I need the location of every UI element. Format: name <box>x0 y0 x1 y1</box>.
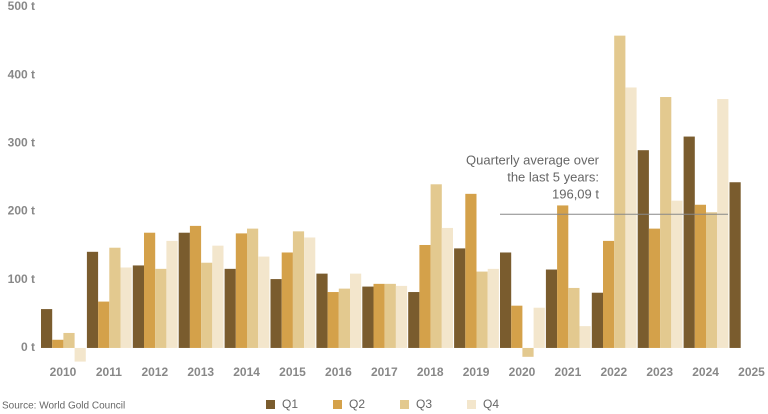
x-tick-label: 2014 <box>233 365 260 379</box>
bar <box>86 251 99 348</box>
bar <box>533 307 545 348</box>
legend-swatch <box>467 400 476 409</box>
bar <box>338 288 350 348</box>
bar <box>292 231 305 348</box>
bar <box>120 267 132 348</box>
bar <box>41 309 53 348</box>
bar <box>430 184 442 348</box>
bar <box>454 248 466 348</box>
source: Source: World Gold Council <box>2 401 125 412</box>
bar <box>476 271 488 348</box>
bar <box>465 193 477 348</box>
bar <box>74 347 86 362</box>
x-tick-label: 2018 <box>417 365 444 379</box>
legend-label: Q3 <box>416 397 432 411</box>
bar <box>408 292 420 348</box>
x-tick-label: 2011 <box>96 365 122 379</box>
bar <box>625 87 637 348</box>
bar <box>201 262 213 348</box>
bar <box>683 136 695 348</box>
bar <box>304 237 316 348</box>
annotation-text: the last 5 years: <box>507 169 599 184</box>
legend-label: Q2 <box>349 397 365 411</box>
bar <box>395 285 408 348</box>
x-tick-label: 2023 <box>646 365 673 379</box>
bar <box>568 287 580 348</box>
bar <box>258 256 270 348</box>
legend-swatch <box>400 400 409 409</box>
x-tick-label: 2013 <box>187 365 214 379</box>
bar <box>327 292 339 348</box>
x-tick-label: 2020 <box>509 365 536 379</box>
annotation-text: Quarterly average over <box>466 152 600 167</box>
x-tick-label: 2017 <box>371 365 398 379</box>
bar <box>500 252 512 348</box>
y-tick-label: 100 t <box>8 272 35 286</box>
y-tick-label: 300 t <box>8 136 35 150</box>
x-tick-label: 2019 <box>463 365 490 379</box>
annotation-text: 196,09 t <box>552 186 599 201</box>
x-tick-label: 2010 <box>50 365 77 379</box>
bar <box>660 97 672 348</box>
bar <box>487 268 499 348</box>
bar <box>212 245 224 348</box>
bar <box>235 233 247 348</box>
bar <box>419 244 431 348</box>
bar <box>545 269 558 348</box>
bar <box>247 228 259 348</box>
bar <box>717 99 729 348</box>
bar <box>648 228 661 348</box>
bar <box>557 205 569 348</box>
x-tick-label: 2012 <box>141 365 168 379</box>
bar <box>671 200 683 348</box>
bar <box>189 225 202 348</box>
bar <box>166 240 178 348</box>
legend-swatch <box>266 400 275 409</box>
bar <box>52 339 64 348</box>
bar <box>316 273 328 348</box>
bar <box>224 268 236 348</box>
legend-label: Q1 <box>282 397 298 411</box>
x-tick-label: 2025 <box>738 365 765 379</box>
bar <box>350 273 362 348</box>
bar <box>109 247 121 348</box>
bar <box>384 283 396 348</box>
bar <box>614 35 626 348</box>
x-tick-label: 2015 <box>279 365 306 379</box>
bar <box>270 279 282 348</box>
bar <box>729 182 741 348</box>
x-tick-label: 2022 <box>600 365 627 379</box>
bar <box>441 227 453 348</box>
bar <box>603 240 615 348</box>
bar <box>281 252 293 348</box>
bar <box>579 326 591 348</box>
x-tick-label: 2016 <box>325 365 352 379</box>
y-tick-label: 0 t <box>21 340 35 354</box>
bar <box>362 286 374 348</box>
y-tick-label: 200 t <box>8 204 35 218</box>
bar <box>522 347 534 357</box>
bar <box>98 301 110 348</box>
legend-swatch <box>333 400 342 409</box>
bar <box>511 305 523 348</box>
y-tick-label: 400 t <box>8 67 35 81</box>
x-tick-label: 2021 <box>555 365 582 379</box>
bar <box>373 283 385 348</box>
y-tick-label: 500 t <box>8 0 35 13</box>
bar <box>63 332 75 348</box>
bar <box>637 150 649 348</box>
bar <box>591 292 603 348</box>
bar <box>694 204 706 348</box>
x-tick-label: 2024 <box>692 365 719 379</box>
bar <box>155 268 167 348</box>
legend-label: Q4 <box>483 397 499 411</box>
bar <box>132 265 144 348</box>
bar <box>178 232 190 348</box>
bar <box>706 212 718 348</box>
bar <box>144 232 156 348</box>
